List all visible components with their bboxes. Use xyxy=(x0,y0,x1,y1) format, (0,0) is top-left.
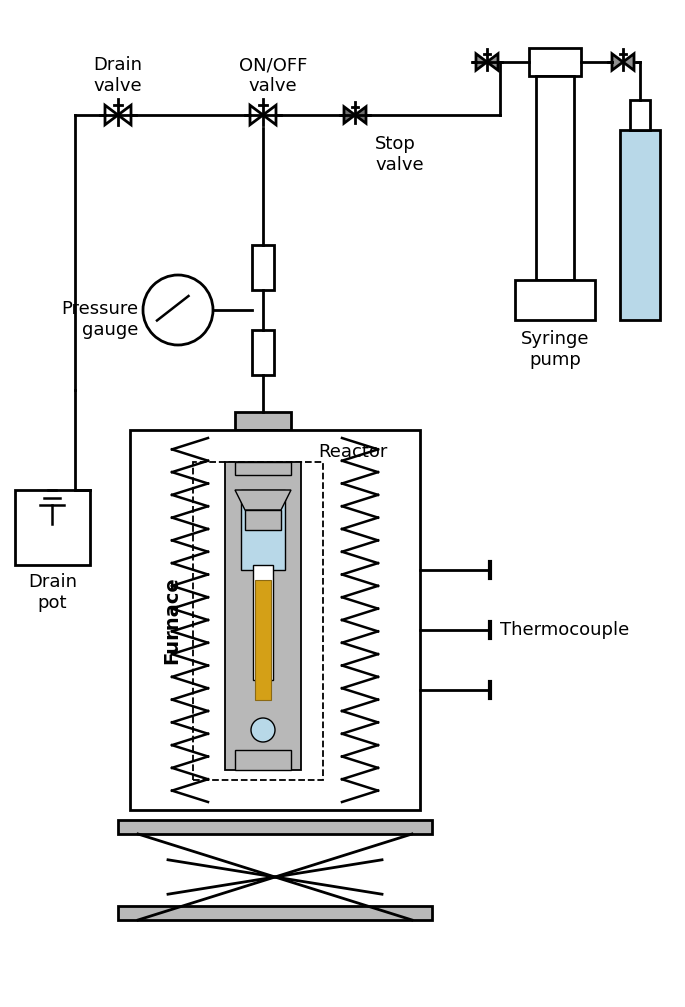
Text: Thermocouple: Thermocouple xyxy=(500,621,630,639)
Text: Stop
valve: Stop valve xyxy=(375,135,423,174)
Polygon shape xyxy=(612,53,623,70)
Bar xyxy=(536,76,574,280)
Bar xyxy=(130,430,420,810)
Polygon shape xyxy=(355,107,366,123)
Bar xyxy=(255,532,271,567)
Bar xyxy=(245,510,281,530)
Bar xyxy=(529,48,581,76)
Polygon shape xyxy=(263,106,276,125)
Bar xyxy=(15,490,90,565)
Polygon shape xyxy=(476,53,487,70)
Polygon shape xyxy=(250,106,263,125)
Bar xyxy=(118,820,432,834)
Bar xyxy=(253,565,273,680)
Bar xyxy=(225,462,301,770)
Polygon shape xyxy=(487,53,498,70)
Text: ON/OFF
valve: ON/OFF valve xyxy=(239,56,307,95)
Bar xyxy=(630,100,650,130)
Circle shape xyxy=(143,275,213,345)
Bar xyxy=(241,490,285,570)
Circle shape xyxy=(251,718,275,742)
Polygon shape xyxy=(344,107,355,123)
Bar xyxy=(250,430,276,472)
Bar xyxy=(620,130,660,320)
Bar xyxy=(252,330,274,375)
Bar xyxy=(235,462,291,475)
Text: Pressure
gauge: Pressure gauge xyxy=(61,300,138,338)
Bar xyxy=(245,487,281,517)
Polygon shape xyxy=(105,106,118,125)
Bar xyxy=(252,245,274,290)
Bar xyxy=(515,280,595,320)
Text: Reactor: Reactor xyxy=(318,443,388,461)
Text: Drain
valve: Drain valve xyxy=(93,56,142,95)
Text: Syringe
pump: Syringe pump xyxy=(521,330,589,369)
Polygon shape xyxy=(235,490,291,510)
Bar xyxy=(255,580,271,700)
Bar xyxy=(118,906,432,920)
Text: Drain
pot: Drain pot xyxy=(28,573,77,612)
Bar xyxy=(233,471,293,487)
Bar xyxy=(235,517,291,532)
Polygon shape xyxy=(623,53,634,70)
Bar xyxy=(235,750,291,770)
Text: Furnace: Furnace xyxy=(162,576,182,664)
Bar xyxy=(193,462,323,780)
Bar xyxy=(235,412,291,430)
Polygon shape xyxy=(118,106,131,125)
